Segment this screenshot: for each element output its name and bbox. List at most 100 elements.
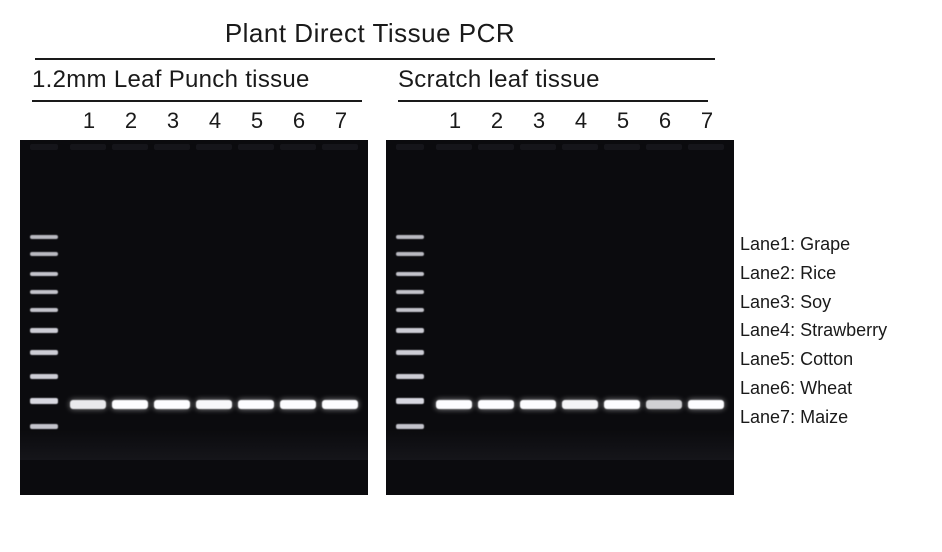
gel-well	[70, 144, 106, 150]
ladder-band	[30, 290, 58, 294]
ladder-band	[396, 374, 424, 379]
lane-label: 1	[68, 108, 110, 134]
legend-label: Rice	[800, 263, 836, 283]
legend-item: Lane2: Rice	[740, 259, 887, 288]
gel-well	[280, 144, 316, 150]
legend-lane: Lane3	[740, 292, 790, 312]
gel-well	[436, 144, 472, 150]
product-band	[112, 400, 148, 409]
lane-label: 4	[194, 108, 236, 134]
legend-item: Lane7: Maize	[740, 403, 887, 432]
legend-label: Strawberry	[800, 320, 887, 340]
ladder-band	[30, 398, 58, 404]
legend-label: Maize	[800, 407, 848, 427]
gel-well	[520, 144, 556, 150]
product-band	[478, 400, 514, 409]
lane-label-spacer	[20, 108, 68, 134]
lane-labels-row: 1234567	[386, 108, 728, 134]
legend-label: Soy	[800, 292, 831, 312]
legend-label: Grape	[800, 234, 850, 254]
ladder-band	[396, 350, 424, 355]
product-band	[238, 400, 274, 409]
legend-lane: Lane4	[740, 320, 790, 340]
lane-label: 2	[110, 108, 152, 134]
gel-well	[322, 144, 358, 150]
panels-row: 1.2mm Leaf Punch tissue1234567Scratch le…	[20, 66, 734, 495]
gel-panel-scratch: Scratch leaf tissue 1234567	[386, 66, 734, 495]
lane-label: 3	[152, 108, 194, 134]
legend-lane: Lane1	[740, 234, 790, 254]
legend-separator: :	[790, 263, 800, 283]
ladder-band	[30, 252, 58, 256]
legend-lane: Lane5	[740, 349, 790, 369]
legend-label: Cotton	[800, 349, 853, 369]
gel-well	[604, 144, 640, 150]
figure-top-rule	[35, 58, 715, 60]
gel-panel-punch: 1.2mm Leaf Punch tissue 1234567	[20, 66, 368, 495]
legend-separator: :	[790, 349, 800, 369]
dye-front-glow	[386, 430, 734, 460]
lane-label: 1	[434, 108, 476, 134]
legend-item: Lane3: Soy	[740, 288, 887, 317]
lane-label: 6	[644, 108, 686, 134]
ladder-band	[396, 398, 424, 404]
lane-label: 5	[602, 108, 644, 134]
panel-rule	[32, 100, 362, 102]
legend-label: Wheat	[800, 378, 852, 398]
gel-well	[562, 144, 598, 150]
ladder-band	[396, 235, 424, 239]
ladder-band	[30, 308, 58, 312]
gel-well	[238, 144, 274, 150]
product-band	[280, 400, 316, 409]
legend-separator: :	[790, 292, 800, 312]
panel-title: Scratch leaf tissue	[398, 66, 600, 94]
gel-well	[688, 144, 724, 150]
legend-lane: Lane7	[740, 407, 790, 427]
legend-separator: :	[790, 407, 800, 427]
gel-well	[646, 144, 682, 150]
legend-separator: :	[790, 378, 800, 398]
ladder-band	[396, 272, 424, 276]
lane-labels-row: 1234567	[20, 108, 362, 134]
gel-image	[20, 140, 368, 495]
lane-label: 7	[320, 108, 362, 134]
gel-well	[396, 144, 424, 150]
lane-label: 2	[476, 108, 518, 134]
product-band	[604, 400, 640, 409]
legend-separator: :	[790, 320, 800, 340]
gel-well	[196, 144, 232, 150]
panel-title: 1.2mm Leaf Punch tissue	[32, 66, 310, 94]
ladder-band	[30, 235, 58, 239]
gel-image	[386, 140, 734, 495]
lane-label: 3	[518, 108, 560, 134]
legend-item: Lane5: Cotton	[740, 345, 887, 374]
gel-well	[30, 144, 58, 150]
figure-title: Plant Direct Tissue PCR	[0, 18, 740, 49]
legend-lane: Lane6	[740, 378, 790, 398]
ladder-band	[30, 424, 58, 429]
ladder-band	[30, 350, 58, 355]
lane-label: 5	[236, 108, 278, 134]
product-band	[322, 400, 358, 409]
ladder-band	[396, 308, 424, 312]
lane-label: 4	[560, 108, 602, 134]
lane-label: 6	[278, 108, 320, 134]
gel-well	[478, 144, 514, 150]
product-band	[154, 400, 190, 409]
ladder-band	[396, 290, 424, 294]
panel-rule	[398, 100, 708, 102]
legend-lane: Lane2	[740, 263, 790, 283]
product-band	[70, 400, 106, 409]
ladder-band	[30, 328, 58, 333]
legend-separator: :	[790, 234, 800, 254]
product-band	[436, 400, 472, 409]
gel-well	[154, 144, 190, 150]
ladder-band	[30, 272, 58, 276]
ladder-band	[396, 328, 424, 333]
ladder-band	[30, 374, 58, 379]
product-band	[520, 400, 556, 409]
ladder-band	[396, 252, 424, 256]
product-band	[196, 400, 232, 409]
product-band	[646, 400, 682, 409]
gel-well	[112, 144, 148, 150]
